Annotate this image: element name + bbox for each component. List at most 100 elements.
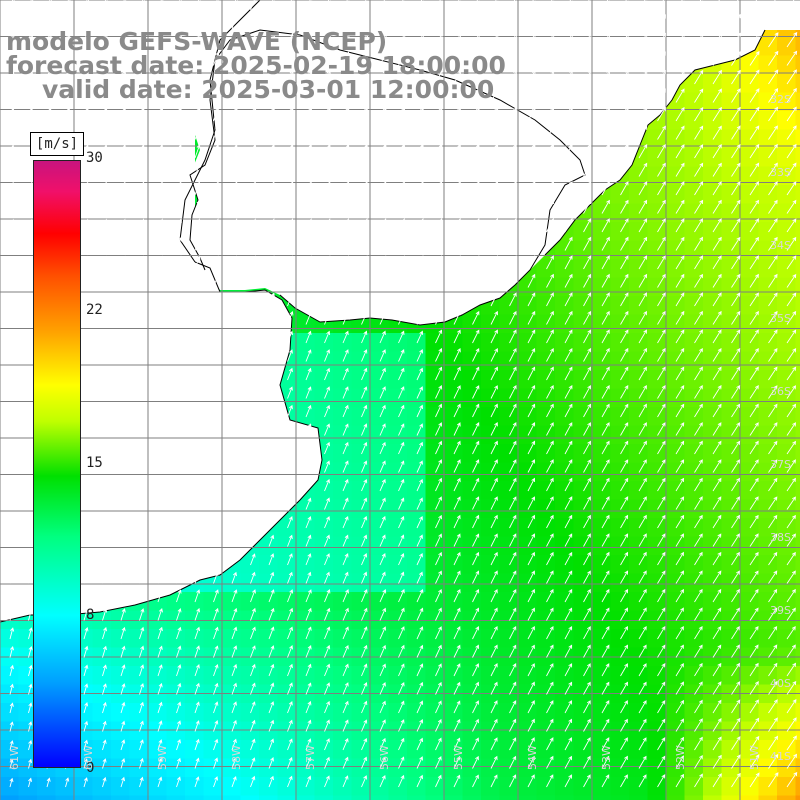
- wind-cell: [333, 388, 353, 408]
- wind-cell: [721, 758, 741, 778]
- wind-arrow: [435, 329, 443, 344]
- wind-arrow: [231, 199, 238, 214]
- wind-cell: [777, 721, 797, 741]
- wind-arrow: [83, 88, 89, 103]
- wind-arrow: [102, 460, 107, 473]
- wind-arrow: [657, 440, 666, 455]
- wind-arrow: [583, 0, 592, 11]
- wind-cell: [740, 666, 760, 686]
- wind-arrow: [398, 737, 405, 751]
- wind-arrow: [749, 125, 760, 140]
- wind-cell: [703, 333, 723, 353]
- wind-cell: [444, 499, 464, 519]
- wind-arrow: [342, 756, 349, 769]
- wind-arrow: [638, 106, 648, 122]
- wind-arrow: [768, 255, 778, 270]
- wind-cell: [407, 721, 427, 741]
- wind-arrow: [379, 310, 387, 325]
- wind-cell: [444, 388, 464, 408]
- wind-arrow: [601, 422, 610, 436]
- model-name: modelo GEFS-WAVE (NCEP): [6, 27, 388, 56]
- wind-arrow: [268, 738, 275, 751]
- wind-arrow: [472, 422, 480, 436]
- wind-cell: [795, 758, 800, 778]
- wind-arrow: [527, 236, 536, 251]
- wind-cell: [666, 444, 686, 464]
- wind-cell: [573, 758, 593, 778]
- wind-arrow: [731, 199, 741, 214]
- wind-cell: [647, 721, 667, 741]
- wind-arrow: [342, 292, 350, 307]
- wind-arrow: [305, 607, 312, 621]
- wind-arrow: [675, 477, 685, 492]
- wind-arrow: [176, 626, 182, 640]
- wind-arrow: [490, 347, 498, 362]
- wind-arrow: [546, 51, 555, 66]
- colorbar-tick-8: 8: [86, 607, 95, 623]
- wind-arrow: [731, 607, 740, 621]
- wind-cell: [721, 222, 741, 242]
- wind-arrow: [712, 385, 722, 399]
- wind-arrow: [83, 553, 89, 566]
- wind-cell: [314, 388, 334, 408]
- wind-cell: [703, 74, 723, 94]
- wind-arrow: [287, 534, 293, 547]
- wind-cell: [555, 795, 575, 800]
- wind-cell: [148, 777, 168, 797]
- wind-arrow: [28, 70, 34, 85]
- wind-arrow: [786, 69, 797, 85]
- wind-arrow: [287, 181, 294, 196]
- wind-cell: [296, 721, 316, 741]
- wind-cell: [388, 573, 408, 593]
- wind-arrow: [546, 125, 555, 140]
- wind-cell: [629, 721, 649, 741]
- wind-cell: [684, 259, 704, 279]
- wind-cell: [721, 129, 741, 149]
- wind-cell: [166, 592, 186, 612]
- wind-arrow: [287, 218, 294, 233]
- wind-cell: [795, 314, 800, 334]
- wind-arrow: [379, 51, 387, 66]
- wind-arrow: [583, 88, 592, 103]
- wind-cell: [684, 296, 704, 316]
- wind-arrow: [194, 255, 201, 270]
- wind-cell: [444, 536, 464, 556]
- wind-arrow: [9, 589, 15, 603]
- wind-arrow: [472, 218, 480, 233]
- wind-arrow: [379, 0, 387, 11]
- wind-cell: [795, 203, 800, 223]
- wind-cell: [740, 425, 760, 445]
- wind-cell: [629, 573, 649, 593]
- wind-cell: [721, 499, 741, 519]
- wind-cell: [666, 795, 686, 800]
- wind-cell: [370, 499, 390, 519]
- wind-arrow: [601, 774, 610, 788]
- wind-arrow: [305, 181, 313, 196]
- wind-arrow: [342, 460, 349, 473]
- wind-cell: [647, 629, 667, 649]
- wind-arrow: [157, 274, 164, 288]
- wind-arrow: [786, 717, 797, 732]
- wind-cell: [111, 758, 131, 778]
- wind-arrow: [139, 311, 145, 325]
- wind-arrow: [638, 273, 648, 288]
- wind-cell: [444, 629, 464, 649]
- wind-cell: [666, 629, 686, 649]
- wind-arrow: [398, 774, 405, 788]
- wind-arrow: [102, 181, 108, 196]
- wind-arrow: [268, 199, 275, 214]
- wind-arrow: [102, 683, 107, 695]
- wind-cell: [758, 721, 778, 741]
- wind-arrow: [287, 497, 293, 510]
- wind-arrow: [694, 107, 704, 122]
- wind-arrow: [157, 739, 163, 751]
- wind-arrow: [231, 0, 238, 11]
- wind-arrow: [564, 292, 573, 307]
- wind-arrow: [435, 347, 443, 362]
- wind-cell: [351, 666, 371, 686]
- wind-arrow: [120, 218, 127, 233]
- wind-arrow: [398, 14, 406, 29]
- wind-cell: [758, 666, 778, 686]
- wind-arrow: [361, 571, 368, 584]
- wind-arrow: [490, 440, 498, 455]
